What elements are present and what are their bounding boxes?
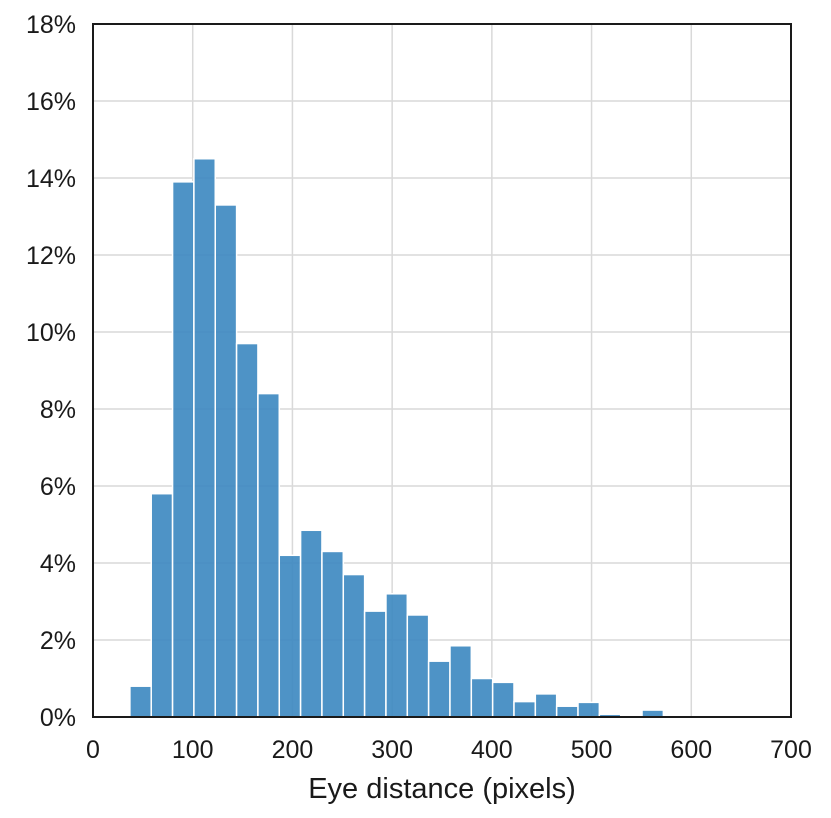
- histogram-bar: [299, 529, 323, 718]
- histogram-bar: [513, 700, 537, 718]
- x-tick-label: 600: [670, 736, 712, 764]
- histogram-bar: [449, 645, 473, 718]
- y-tick-label: 12%: [26, 242, 76, 270]
- histogram-bar: [214, 204, 238, 718]
- histogram-bar: [129, 685, 152, 718]
- histogram-bar: [470, 677, 494, 718]
- histogram-bar: [385, 593, 409, 718]
- x-axis-label: Eye distance (pixels): [308, 773, 576, 805]
- x-tick-label: 100: [172, 736, 214, 764]
- histogram-bar: [278, 554, 302, 718]
- y-tick-label: 2%: [40, 627, 76, 655]
- plot-frame: [92, 23, 792, 718]
- histogram-bar: [150, 492, 174, 718]
- y-tick-label: 14%: [26, 165, 76, 193]
- y-tick-label: 16%: [26, 88, 76, 116]
- histogram-bar: [171, 181, 195, 718]
- histogram-bar: [321, 550, 345, 718]
- histogram-bar: [427, 660, 451, 718]
- histogram-bar: [491, 681, 515, 718]
- histogram-bar: [534, 693, 558, 718]
- x-tick-label: 300: [371, 736, 413, 764]
- y-tick-label: 6%: [40, 473, 76, 501]
- tick-labels: 0 100 200 300 400 500 600 700 0% 2% 4% 6% 8% 10% 12% 14…: [26, 11, 812, 764]
- histogram-bar: [555, 705, 579, 718]
- histogram-bar: [257, 392, 281, 718]
- histogram-bar: [363, 610, 387, 718]
- y-tick-label: 18%: [26, 11, 76, 39]
- y-tick-label: 8%: [40, 396, 76, 424]
- y-tick-label: 4%: [40, 550, 76, 578]
- x-tick-label: 200: [272, 736, 314, 764]
- histogram-bar: [193, 158, 216, 718]
- y-tick-label: 0%: [40, 704, 76, 732]
- x-tick-label: 500: [571, 736, 613, 764]
- histogram-bar: [342, 573, 366, 718]
- x-tick-label: 400: [471, 736, 513, 764]
- histogram-bar: [235, 342, 259, 718]
- x-tick-label: 0: [86, 736, 100, 764]
- histogram-bar: [577, 701, 601, 718]
- histogram-bar: [641, 709, 665, 718]
- y-tick-label: 10%: [26, 319, 76, 347]
- x-tick-label: 700: [770, 736, 812, 764]
- histogram-bar: [406, 614, 430, 718]
- histogram-bars: [129, 158, 665, 718]
